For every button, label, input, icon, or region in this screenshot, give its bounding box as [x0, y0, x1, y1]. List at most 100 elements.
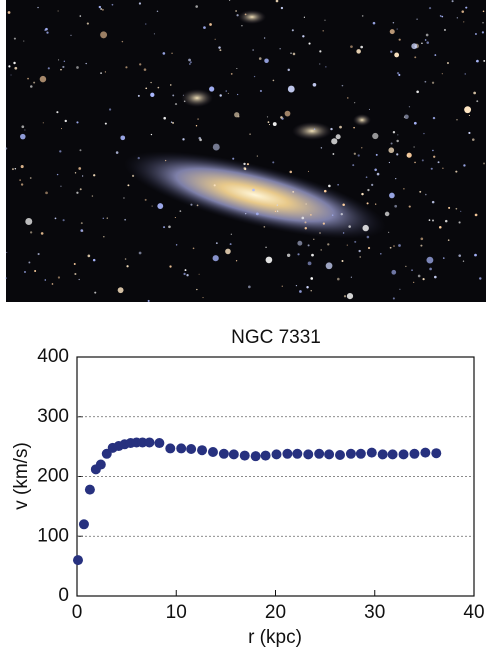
- star: [354, 102, 356, 104]
- star: [153, 33, 155, 35]
- star: [54, 217, 57, 220]
- star: [244, 167, 247, 171]
- data-point: [377, 449, 388, 460]
- star: [33, 81, 36, 84]
- star: [442, 167, 444, 169]
- star: [375, 203, 377, 205]
- star: [332, 153, 335, 155]
- star: [297, 240, 303, 246]
- star: [299, 290, 302, 293]
- star: [433, 155, 436, 158]
- star: [150, 81, 152, 84]
- star: [212, 143, 220, 151]
- star: [392, 131, 396, 134]
- star: [421, 42, 423, 45]
- star: [411, 269, 413, 271]
- star: [395, 178, 397, 180]
- star: [341, 84, 344, 87]
- star: [291, 29, 294, 32]
- star: [422, 278, 425, 281]
- star: [256, 155, 258, 157]
- star: [279, 48, 281, 50]
- star: [398, 38, 401, 41]
- star: [196, 288, 198, 291]
- star: [174, 217, 176, 219]
- y-tick-label: 0: [58, 585, 69, 606]
- star: [219, 49, 222, 52]
- star: [313, 128, 316, 130]
- star: [456, 17, 458, 19]
- star: [442, 257, 445, 259]
- star: [406, 154, 409, 157]
- star: [408, 205, 411, 208]
- star: [47, 67, 50, 70]
- star: [74, 272, 77, 276]
- star: [331, 138, 338, 145]
- star: [423, 132, 425, 135]
- star: [394, 52, 400, 58]
- star: [14, 167, 17, 170]
- star: [482, 21, 484, 24]
- star: [8, 65, 11, 68]
- star: [304, 221, 307, 224]
- star: [425, 193, 427, 196]
- star: [230, 73, 233, 75]
- star: [434, 275, 437, 279]
- star: [428, 219, 431, 221]
- star: [5, 277, 7, 279]
- data-point: [303, 449, 314, 460]
- star: [46, 31, 49, 34]
- star: [322, 222, 325, 225]
- star: [357, 154, 360, 157]
- data-point: [95, 459, 106, 470]
- y-axis-label: v (km/s): [11, 442, 32, 510]
- star: [56, 173, 59, 176]
- star: [320, 249, 323, 251]
- star: [276, 204, 279, 206]
- star: [375, 153, 378, 156]
- data-point: [197, 445, 208, 456]
- star: [346, 292, 354, 300]
- star: [389, 246, 392, 249]
- star: [361, 15, 364, 17]
- star: [388, 147, 395, 154]
- star: [219, 94, 222, 97]
- star: [104, 71, 106, 73]
- star: [172, 121, 175, 124]
- star: [460, 210, 462, 212]
- star: [169, 265, 172, 268]
- star: [163, 116, 166, 120]
- star: [365, 176, 368, 178]
- star: [304, 226, 308, 230]
- star: [195, 5, 199, 8]
- star: [182, 138, 185, 141]
- star: [85, 62, 87, 65]
- star: [455, 207, 458, 210]
- star: [56, 111, 59, 114]
- star: [86, 22, 89, 25]
- star: [202, 297, 204, 299]
- star: [468, 114, 471, 117]
- star: [311, 253, 314, 257]
- star: [259, 89, 263, 93]
- star: [280, 6, 284, 10]
- star: [126, 265, 129, 268]
- star: [80, 222, 83, 225]
- star: [60, 68, 62, 71]
- star: [337, 277, 340, 281]
- star: [175, 244, 178, 246]
- star: [413, 121, 417, 125]
- star: [390, 50, 393, 53]
- star: [203, 26, 206, 29]
- star: [320, 147, 323, 149]
- star: [416, 18, 418, 20]
- star: [327, 243, 330, 246]
- star: [182, 94, 184, 96]
- star: [396, 71, 400, 75]
- star: [94, 291, 97, 294]
- star: [342, 203, 345, 207]
- star: [76, 66, 79, 69]
- star: [325, 66, 327, 68]
- star: [124, 218, 127, 221]
- star: [286, 253, 291, 257]
